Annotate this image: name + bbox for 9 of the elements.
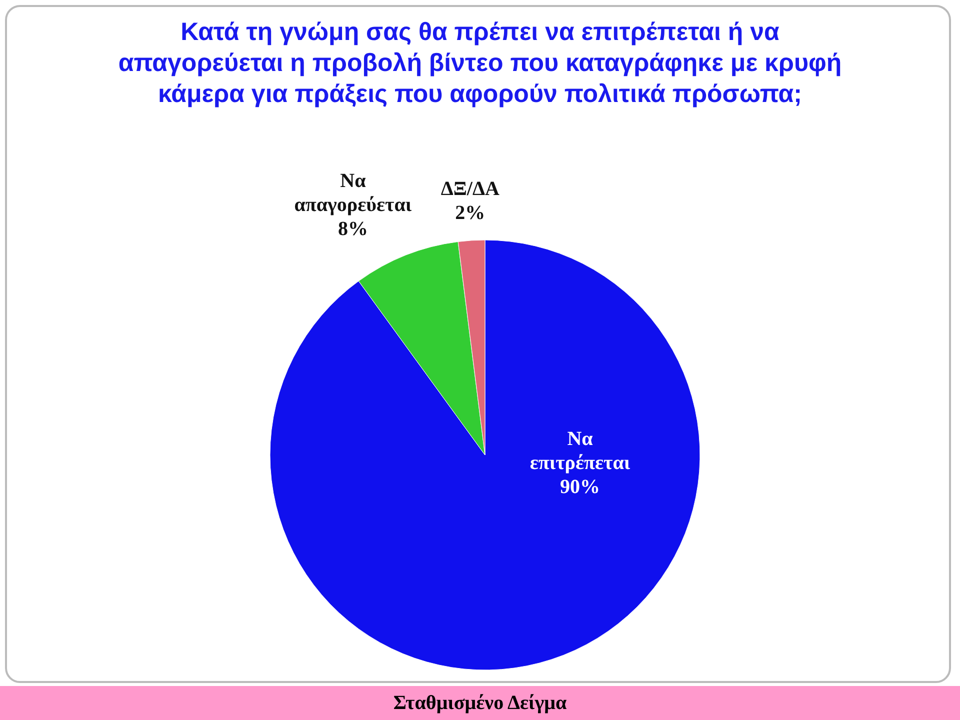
pie-slice [270,240,700,670]
slice-label: Να επιτρέπεται [530,428,631,474]
slice-label: ΔΞ/ΔΑ [440,178,500,200]
text: Σταθμισμένο Δείγμα [393,692,567,714]
data-label: 2% [455,202,486,224]
chart-title: Κατά τη γνώμη σας θα πρέπει να επιτρέπεται ή να απαγορεύεται η προβολή βίντεο που καταγράφηκε με κρυφή κάμερα για πράξεις που αφορούν πολιτικά πρόσωπα; [118,18,842,108]
data-label: 8% [338,218,368,240]
data-label: 90% [560,476,600,498]
slice-label: Να απαγορεύεται [294,170,412,216]
